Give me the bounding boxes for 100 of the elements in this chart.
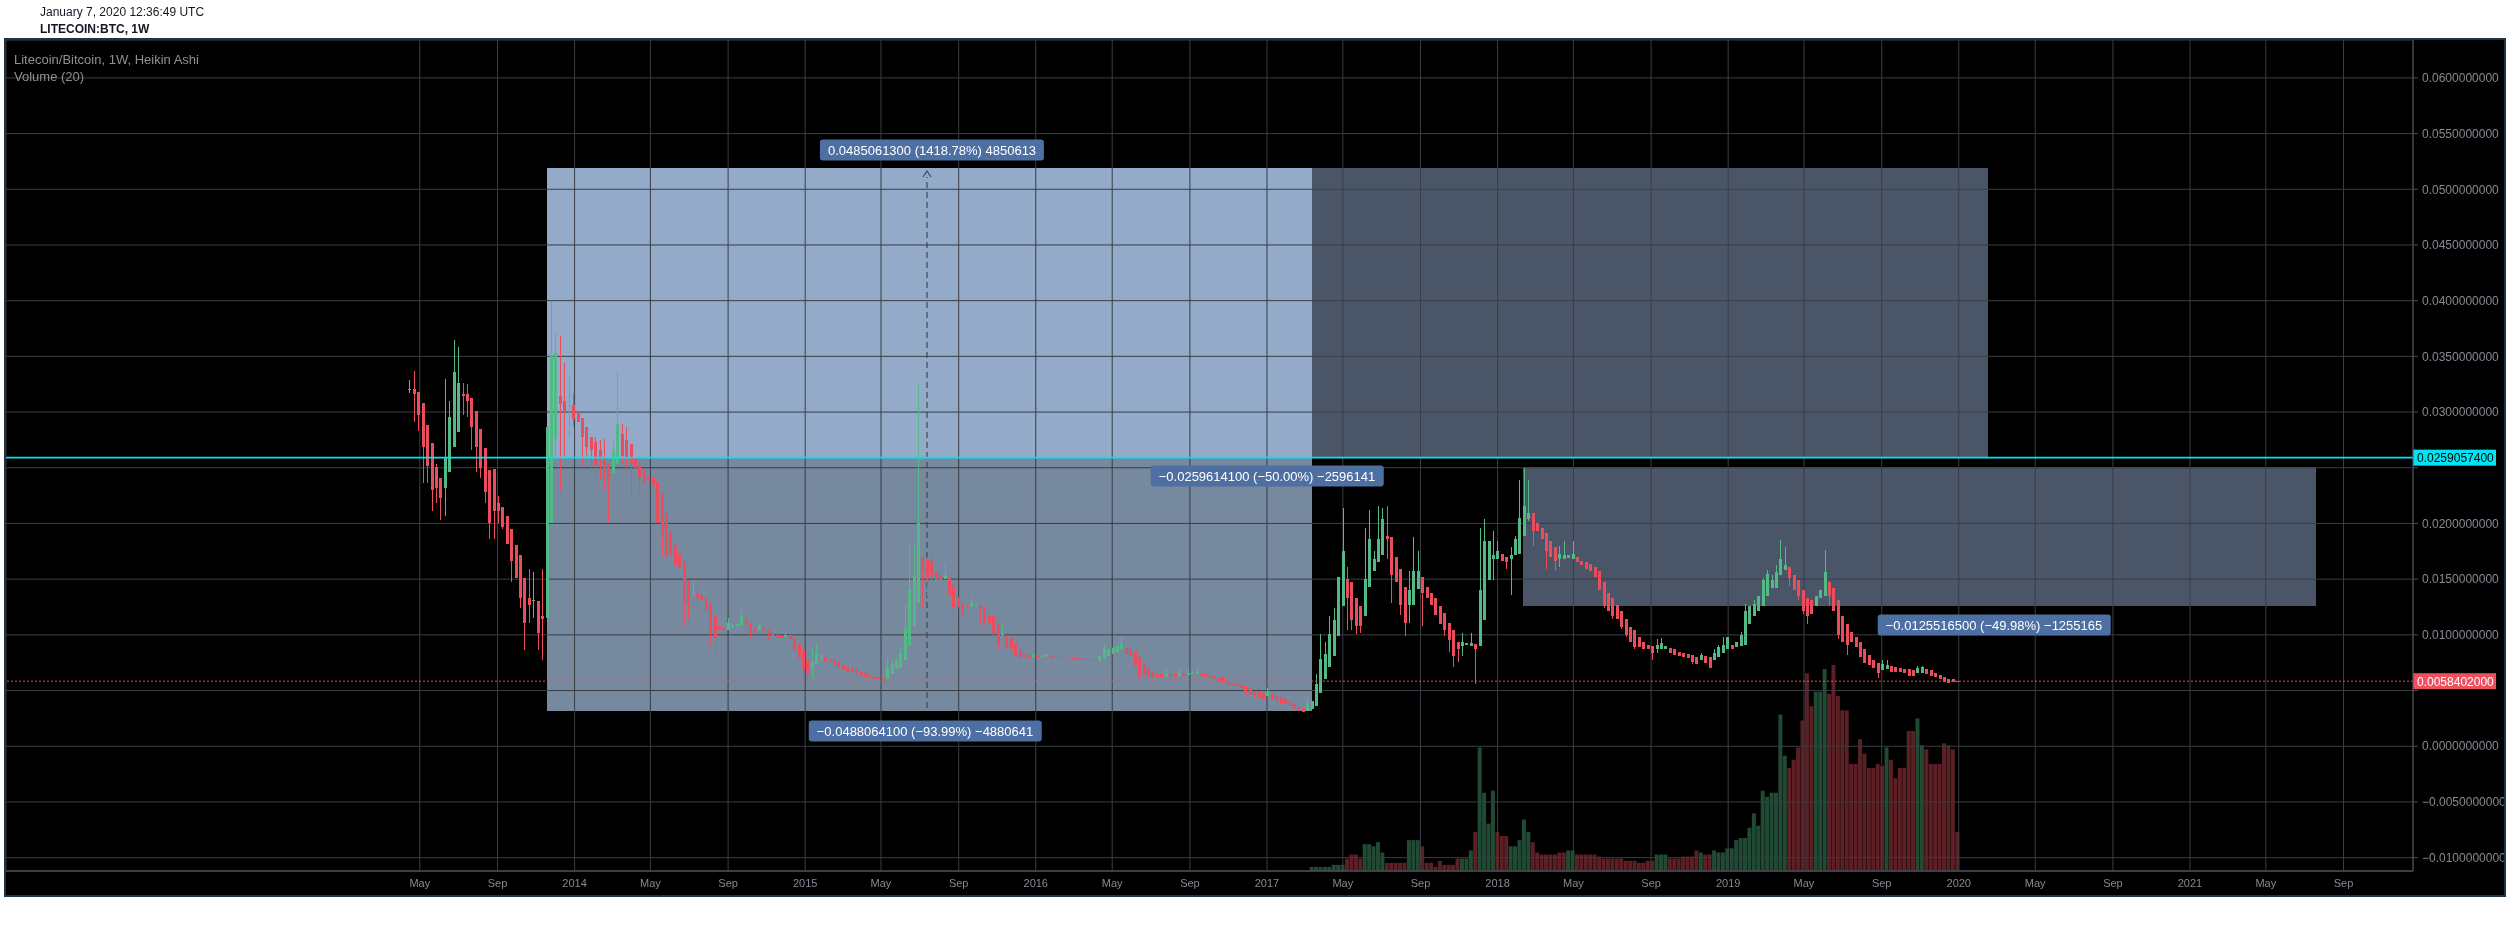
bar <box>1751 813 1756 871</box>
candlestick <box>1417 550 1420 590</box>
candlestick <box>926 556 929 598</box>
candlestick <box>930 550 933 581</box>
bar <box>1362 844 1367 871</box>
candlestick <box>1558 545 1561 568</box>
candlestick <box>1448 622 1451 653</box>
bar <box>1911 730 1916 871</box>
y-tick-label: 0.0550000000 <box>2422 126 2500 141</box>
candlestick <box>532 571 535 619</box>
candlestick <box>590 436 593 469</box>
candlestick <box>625 426 628 469</box>
bar <box>1734 840 1739 871</box>
candlestick <box>921 556 924 608</box>
x-tick-label: May <box>1793 876 1815 889</box>
x-tick-label: May <box>409 876 431 889</box>
annotation: Litecoin/Bitcoin, 1W, Heikin Ashi <box>14 51 199 68</box>
candlestick <box>1421 576 1424 627</box>
x-tick-label: 2017 <box>1254 876 1280 889</box>
bar <box>1610 858 1615 871</box>
bar <box>1698 852 1703 871</box>
x-tick-label: Sep <box>948 876 969 889</box>
candlestick <box>997 622 1000 651</box>
candlestick <box>1408 570 1411 624</box>
bar <box>1884 747 1889 871</box>
x-tick-label: 2016 <box>1023 876 1049 889</box>
candlestick <box>1554 546 1557 572</box>
bar <box>1942 743 1946 871</box>
candlestick <box>568 375 571 438</box>
x-tick-label: May <box>2255 876 2277 889</box>
bar <box>1813 691 1818 871</box>
candlestick <box>559 335 562 493</box>
candlestick <box>1510 546 1513 596</box>
candlestick <box>714 615 717 659</box>
bar <box>1557 852 1562 871</box>
bar <box>1530 842 1535 871</box>
bar <box>1822 669 1827 871</box>
bar <box>1720 852 1725 871</box>
bar <box>1897 768 1902 871</box>
bar <box>1490 790 1495 871</box>
x-tick-label: Sep <box>1180 876 1200 889</box>
annotation: −0.0488064100 (−93.99%) −4880641 <box>808 720 1042 742</box>
y-tick-label: 0.0600000000 <box>2422 71 2500 86</box>
bar <box>1455 858 1460 871</box>
candlestick <box>1797 579 1800 601</box>
bar <box>1950 749 1955 871</box>
bar <box>1367 844 1372 871</box>
bar <box>1924 749 1929 871</box>
bar <box>1468 850 1473 871</box>
x-tick-label: May <box>870 876 892 889</box>
x-tick-label: 2018 <box>1485 876 1510 889</box>
candlestick <box>1457 641 1460 663</box>
bar <box>1946 745 1951 871</box>
bar <box>1521 819 1526 871</box>
bar <box>1508 846 1513 871</box>
candlestick <box>563 362 566 457</box>
candlestick <box>1545 532 1548 570</box>
candlestick <box>1611 597 1614 620</box>
candlestick <box>1138 656 1141 679</box>
bar <box>1804 673 1809 871</box>
bar <box>1871 768 1876 871</box>
annotation: −0.0125516500 (−49.98%) −1255165 <box>1877 614 2111 636</box>
candlestick <box>692 579 695 596</box>
annotation: Volume (20) <box>14 68 85 85</box>
y-tick-label: 0.0200000000 <box>2422 516 2500 531</box>
x-tick-label: Sep <box>1641 876 1661 889</box>
bar <box>1676 858 1681 871</box>
y-tick-label: 0.0000000000 <box>2422 739 2500 754</box>
candlestick <box>501 506 504 530</box>
bar <box>1473 831 1478 871</box>
bar <box>1561 852 1566 871</box>
x-tick-label: 2020 <box>1946 876 1972 889</box>
bar <box>1358 858 1363 871</box>
chart-subtitle: LITECOIN:BTC, 1W <box>40 21 150 38</box>
candlestick <box>1846 623 1849 656</box>
y-tick-label: 0.0500000000 <box>2422 182 2500 197</box>
x-tick-label: 2021 <box>2177 876 2203 889</box>
ref-line-label: 0.0058402000 <box>2417 674 2495 689</box>
bar <box>1371 846 1376 871</box>
bar <box>1712 850 1717 871</box>
bar <box>1605 858 1610 871</box>
candlestick <box>541 568 544 661</box>
candlestick <box>696 579 699 608</box>
bar <box>1915 718 1920 871</box>
bar <box>1831 665 1836 871</box>
x-tick-label: Sep <box>1410 876 1431 889</box>
y-tick-label: 0.0450000000 <box>2422 238 2500 253</box>
x-tick-label: Sep <box>2333 876 2354 889</box>
candlestick <box>1532 512 1535 547</box>
x-tick-label: 2015 <box>792 876 818 889</box>
candlestick <box>1788 566 1791 587</box>
candlestick <box>992 615 995 639</box>
bar <box>1760 790 1765 871</box>
y-tick-label: 0.0300000000 <box>2422 405 2500 420</box>
candlestick <box>621 423 624 465</box>
candlestick <box>1633 629 1636 650</box>
bar <box>1716 852 1721 871</box>
bar <box>1375 842 1380 871</box>
candlestick <box>417 391 420 432</box>
bar <box>1619 858 1624 871</box>
